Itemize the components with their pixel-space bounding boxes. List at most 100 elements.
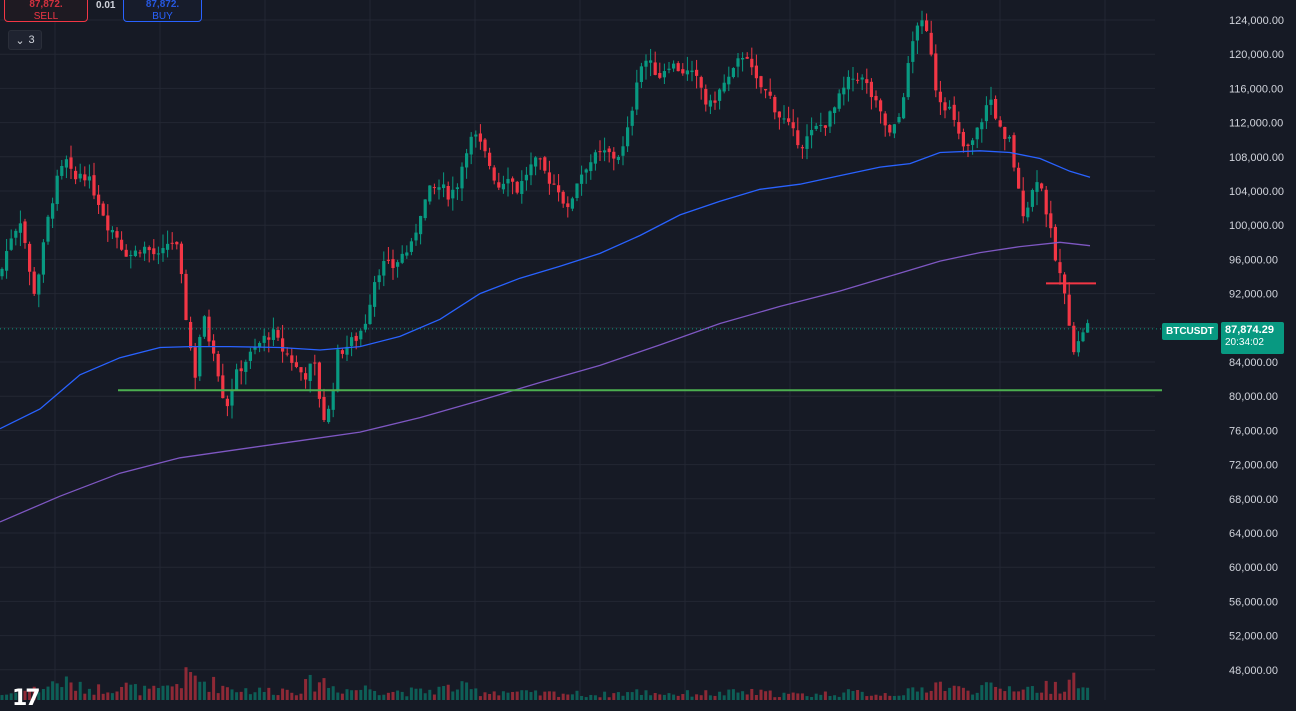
candle-body xyxy=(888,124,892,133)
candle-body xyxy=(1049,213,1053,229)
candle-body xyxy=(764,89,768,91)
bar-countdown: 20:34:02 xyxy=(1225,337,1264,348)
volume-bar xyxy=(373,690,377,700)
volume-bar xyxy=(37,692,41,700)
volume-bar xyxy=(386,692,390,700)
candle-body xyxy=(515,181,519,193)
volume-bar xyxy=(791,692,795,700)
indicators-collapse-button[interactable]: ⌄ 3 xyxy=(8,30,42,50)
volume-bar xyxy=(575,690,579,700)
candle-body xyxy=(133,250,137,257)
volume-bar xyxy=(911,687,915,700)
y-tick-label: 80,000.00 xyxy=(1229,391,1278,403)
y-tick-label: 76,000.00 xyxy=(1229,425,1278,437)
volume-bar xyxy=(419,688,423,700)
candle-body xyxy=(501,183,505,190)
volume-bar xyxy=(207,691,211,700)
candle-body xyxy=(975,127,979,140)
buy-button[interactable]: 87,872. BUY xyxy=(123,0,202,22)
y-tick-label: 56,000.00 xyxy=(1229,596,1278,608)
volume-bar xyxy=(934,682,938,700)
candle-body xyxy=(235,369,239,390)
volume-bar xyxy=(193,675,197,700)
volume-bar xyxy=(83,693,87,700)
candle-body xyxy=(37,274,41,295)
candle-body xyxy=(414,232,418,241)
candle-body xyxy=(455,187,459,190)
y-tick-label: 104,000.00 xyxy=(1229,186,1284,198)
candle-body xyxy=(833,107,837,114)
volume-bar xyxy=(184,667,188,700)
volume-bar xyxy=(520,690,524,700)
last-price-label: 87,874.29 20:34:02 xyxy=(1221,322,1284,354)
candle-body xyxy=(994,98,998,119)
candle-body xyxy=(0,268,4,277)
volume-bar xyxy=(925,692,929,700)
volume-bar xyxy=(69,682,73,700)
volume-bar xyxy=(915,691,919,700)
volume-bar xyxy=(1063,691,1067,700)
volume-bar xyxy=(869,695,873,700)
candle-body xyxy=(184,273,188,320)
volume-bar xyxy=(327,687,331,700)
tradingview-logo[interactable]: 17 xyxy=(12,686,41,711)
candle-body xyxy=(681,69,685,74)
candle-body xyxy=(814,125,818,129)
candle-body xyxy=(653,62,657,75)
volume-bar xyxy=(511,691,515,700)
volume-bar xyxy=(110,693,114,700)
volume-bar xyxy=(147,688,151,700)
volume-bar xyxy=(621,695,625,700)
volume-bar xyxy=(800,693,804,700)
price-axis[interactable]: 124,000.00 120,000.00 116,000.00 112,000.00… xyxy=(1229,15,1284,677)
volume-bar xyxy=(1026,686,1030,700)
volume-bar xyxy=(837,696,841,700)
moving-averages xyxy=(0,150,1091,523)
volume-bar xyxy=(957,686,961,700)
candle-body xyxy=(78,173,82,179)
volume-bar xyxy=(819,694,823,700)
volume-bar xyxy=(994,686,998,700)
volume-bar xyxy=(1007,686,1011,700)
candle-body xyxy=(1021,190,1025,217)
volume-bar xyxy=(101,693,105,700)
volume-bar xyxy=(1003,691,1007,700)
volume-bar xyxy=(350,690,354,700)
volume-bar xyxy=(676,695,680,700)
volume-bar xyxy=(626,692,630,700)
candle-body xyxy=(672,63,676,69)
volume-bar xyxy=(612,693,616,700)
volume-bar xyxy=(833,695,837,700)
volume-bar xyxy=(961,687,965,700)
volume-bar xyxy=(267,687,271,700)
volume-bar xyxy=(488,693,492,700)
volume-bar xyxy=(455,689,459,700)
candle-body xyxy=(497,182,501,188)
volume-bar xyxy=(722,695,726,700)
candle-body xyxy=(1067,294,1071,326)
volume-bar xyxy=(143,685,147,700)
candle-body xyxy=(598,151,602,153)
candle-body xyxy=(285,353,289,355)
y-tick-label: 112,000.00 xyxy=(1229,118,1283,130)
volume-bar xyxy=(442,686,446,700)
volume-bar xyxy=(561,693,565,700)
candle-body xyxy=(902,97,906,119)
candle-body xyxy=(432,187,436,189)
candle-body xyxy=(952,104,956,120)
volume-bar xyxy=(644,690,648,700)
candle-body xyxy=(28,243,32,272)
volume-bar xyxy=(879,695,883,700)
volume-bar xyxy=(865,696,869,700)
volume-bar xyxy=(212,676,216,700)
volume-bar xyxy=(336,692,340,700)
candle-body xyxy=(469,136,473,155)
volume-bar xyxy=(115,691,119,700)
candle-body xyxy=(198,337,202,377)
candle-body xyxy=(938,91,942,103)
candle-body xyxy=(773,96,777,113)
volume-bar xyxy=(1072,672,1076,700)
candle-body xyxy=(202,316,206,337)
sell-button[interactable]: 87,872. SELL xyxy=(4,0,88,22)
